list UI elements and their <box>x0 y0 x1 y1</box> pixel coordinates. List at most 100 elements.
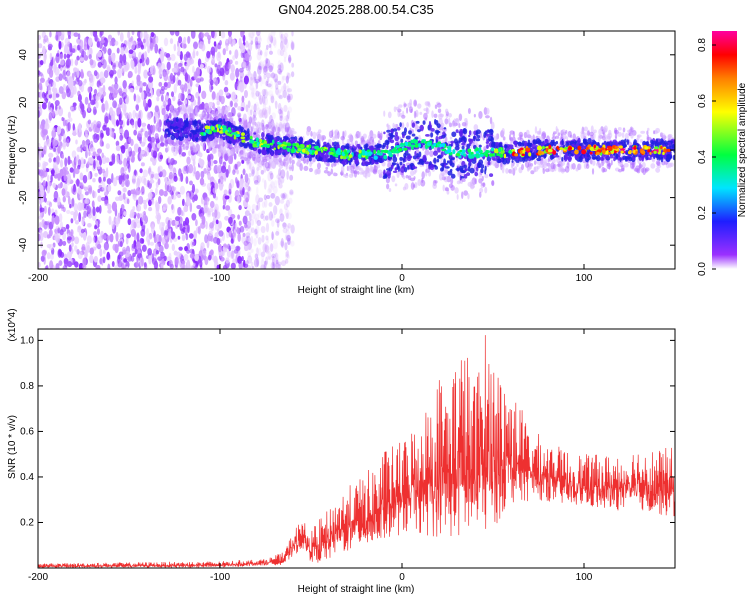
spectrogram-halo-cell <box>248 151 254 159</box>
spectrogram-noise-cell <box>246 159 251 164</box>
spectrogram-noise-cell <box>39 72 43 77</box>
spectrogram-noise-cell <box>142 169 148 178</box>
spectrogram-noise-cell <box>214 196 219 201</box>
spectrogram-noise-cell <box>84 191 89 196</box>
spectrogram-noise-cell <box>61 188 66 197</box>
spectrogram-noise-cell <box>101 141 104 147</box>
spectrogram-ridge-cell <box>253 132 257 135</box>
spectrogram-noise-cell <box>237 85 242 91</box>
spectrogram-noise-cell <box>239 225 245 233</box>
spectrogram-noise-cell <box>83 55 89 61</box>
spectrogram-noise-cell <box>151 253 155 262</box>
spectrogram-noise-cell <box>147 192 153 200</box>
spectrogram-noise-cell <box>127 189 132 197</box>
spectrogram-noise-cell <box>211 147 217 154</box>
spectrogram-halo-cell <box>521 164 524 171</box>
spectrogram-noise-cell <box>95 206 100 213</box>
spectrogram-noise-cell <box>105 157 110 163</box>
spectrogram-noise-cell <box>139 80 143 91</box>
spectrogram-noise-cell <box>278 168 282 176</box>
spectrogram-noise-cell <box>47 206 51 216</box>
spectrogram-ridge-cell <box>434 118 437 125</box>
spectrogram-noise-cell <box>52 147 56 152</box>
spectrogram-noise-cell <box>199 212 204 220</box>
spectrogram-noise-cell <box>70 58 74 67</box>
spectrogram-halo-cell <box>455 118 459 122</box>
spectrogram-halo-cell <box>505 168 509 174</box>
spectrogram-halo-cell <box>200 141 206 147</box>
spectrogram-noise-cell <box>64 37 70 45</box>
spectrogram-halo-cell <box>509 137 514 142</box>
spectrogram-ridge-cell <box>463 174 468 179</box>
spectrogram-noise-cell <box>111 261 115 268</box>
spectrogram-noise-cell <box>77 225 81 230</box>
spectrogram-noise-cell <box>137 39 143 46</box>
spectrogram-noise-cell <box>98 176 102 183</box>
spectrogram-ridge-cell <box>412 165 415 169</box>
spectrogram-noise-cell <box>82 174 88 184</box>
spectrogram-noise-cell <box>254 40 259 50</box>
spectrogram-halo-cell <box>317 129 322 134</box>
spectrogram-ridge-cell <box>447 170 453 176</box>
spectrogram-noise-cell <box>278 89 282 94</box>
spectrogram-noise-cell <box>217 51 221 59</box>
spectrogram-ridge-cell <box>418 151 422 158</box>
spectrogram-noise-cell <box>175 31 180 37</box>
spectrogram-noise-cell <box>142 98 147 108</box>
spectrogram-noise-cell <box>172 95 176 102</box>
spectrogram-noise-cell <box>51 138 57 148</box>
spectrogram-halo-cell <box>173 107 177 113</box>
spectrogram-noise-cell <box>277 93 282 99</box>
spectrogram-halo-cell <box>638 162 642 170</box>
spectrogram-noise-cell <box>93 109 97 115</box>
spectrogram-halo-cell <box>347 135 351 139</box>
spectrogram-halo-cell <box>586 130 590 136</box>
spectrogram-noise-cell <box>267 33 272 41</box>
spectrogram-halo-cell <box>560 160 566 166</box>
spectrogram-ridge-cell <box>405 135 411 140</box>
spectrogram-noise-cell <box>260 112 264 117</box>
spectrogram-noise-cell <box>200 242 205 250</box>
spectrogram-noise-cell <box>280 33 284 43</box>
spectrogram-noise-cell <box>259 77 262 82</box>
spectrogram-noise-cell <box>136 221 141 229</box>
spectrogram-noise-cell <box>124 64 129 72</box>
spectrogram-noise-cell <box>74 168 80 175</box>
spectrogram-noise-cell <box>63 257 69 268</box>
spectrogram-halo-cell <box>478 111 483 119</box>
spectrogram-noise-cell <box>115 217 121 225</box>
spectrogram-noise-cell <box>209 200 215 209</box>
spectrogram-noise-cell <box>245 204 251 213</box>
spectrogram-noise-cell <box>191 183 196 194</box>
spectrogram-noise-cell <box>95 240 101 249</box>
spectrogram-noise-cell <box>163 82 168 88</box>
spectrogram-halo-cell <box>413 99 418 107</box>
spectrogram-halo-cell <box>249 116 253 124</box>
spectrogram-noise-cell <box>127 31 131 39</box>
spectrogram-noise-cell <box>104 102 109 112</box>
spectrogram-noise-cell <box>194 253 200 262</box>
spectrogram-noise-cell <box>119 207 123 217</box>
spectrogram-halo-cell <box>287 134 291 138</box>
spectrogram-halo-cell <box>359 131 362 140</box>
spectrogram-ridge-cell <box>455 143 460 147</box>
spectrogram-halo-cell <box>367 171 371 178</box>
spectrogram-noise-cell <box>164 51 167 57</box>
spectrogram-noise-cell <box>183 82 188 92</box>
spectrogram-noise-cell <box>177 235 181 240</box>
spectrogram-halo-cell <box>585 163 590 169</box>
spectrogram-noise-cell <box>262 101 267 112</box>
spectrogram-halo-cell <box>325 166 329 170</box>
spectrogram-noise-cell <box>128 136 132 143</box>
spectrogram-noise-cell <box>280 37 285 47</box>
spectrogram-halo-cell <box>226 148 231 157</box>
spectrogram-halo-cell <box>418 134 421 140</box>
spectrogram-noise-cell <box>120 203 125 210</box>
spectrogram-noise-cell <box>58 86 64 94</box>
spectrogram-noise-cell <box>71 160 77 168</box>
spectrogram-ridge-cell <box>261 131 265 138</box>
spectrogram-ridge-cell <box>486 156 492 162</box>
spectrogram-noise-cell <box>94 34 98 42</box>
spectrogram-noise-cell <box>265 57 269 64</box>
spectrogram-noise-cell <box>261 178 265 183</box>
